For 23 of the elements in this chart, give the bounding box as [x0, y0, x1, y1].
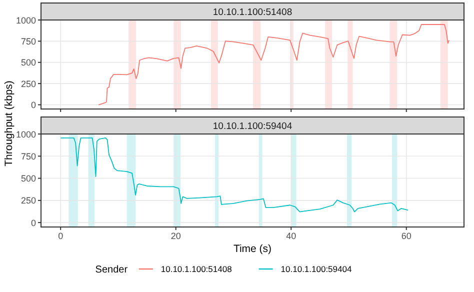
legend-title: Sender — [95, 264, 128, 276]
y-tick-label: 500 — [20, 174, 36, 184]
y-tick-label: 0 — [30, 100, 36, 110]
legend-label: 10.10.1.100:59404 — [280, 264, 352, 274]
y-tick-label: 250 — [20, 78, 36, 89]
y-tick-label: 1000 — [16, 129, 36, 140]
chart-title: 10.10.1.100:51408 — [212, 7, 292, 18]
y-tick-label: 250 — [20, 196, 36, 206]
line-series — [60, 138, 409, 212]
x-tick-label: 0 — [58, 231, 64, 241]
y-axis-title: Throughput (kbps) — [3, 80, 15, 166]
y-tick-label: 750 — [20, 36, 36, 46]
y-tick-label: 0 — [30, 218, 36, 228]
legend-label: 10.10.1.100:51408 — [160, 264, 232, 274]
x-tick-label: 60 — [401, 231, 412, 241]
x-tick-label: 40 — [286, 231, 296, 241]
y-tick-label: 750 — [20, 151, 36, 162]
chart-title: 10.10.1.100:59404 — [212, 121, 292, 132]
x-axis-title: Time (s) — [233, 243, 272, 255]
line-series — [98, 24, 450, 106]
x-tick-label: 20 — [170, 231, 181, 241]
y-tick-label: 1000 — [16, 15, 36, 26]
y-tick-label: 500 — [20, 58, 36, 68]
